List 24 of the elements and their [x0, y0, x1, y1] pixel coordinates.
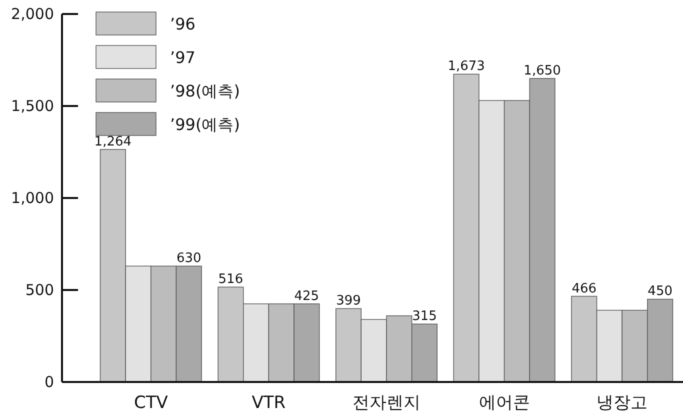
- x-tick-label: 전자렌지: [352, 393, 420, 413]
- data-label: 1,673: [448, 59, 485, 74]
- data-label: 630: [176, 251, 202, 266]
- legend-label: ’96: [170, 14, 196, 34]
- data-label: 1,650: [524, 63, 561, 78]
- y-tick-label: 500: [25, 281, 54, 299]
- data-label: 315: [412, 309, 437, 324]
- data-label: 516: [218, 272, 244, 288]
- x-tick-label: CTV: [134, 393, 168, 413]
- data-label: 466: [572, 281, 597, 296]
- data-label: 425: [294, 288, 320, 304]
- y-tick-label: 1,500: [11, 97, 54, 115]
- y-tick-label: 0: [44, 373, 54, 391]
- y-tick-label: 2,000: [11, 5, 54, 23]
- data-label: 399: [336, 294, 361, 309]
- y-tick-label: 1,000: [11, 189, 54, 207]
- x-tick-label: 냉장고: [596, 393, 648, 413]
- x-tick-label: VTR: [252, 393, 286, 413]
- data-label: 450: [648, 284, 673, 300]
- x-tick-label: 에어콘: [478, 393, 530, 413]
- legend-label: ’98(예측): [170, 82, 240, 100]
- legend-label: ’97: [170, 48, 196, 67]
- legend-label: ’99(예측): [170, 115, 240, 134]
- data-label: 1,264: [94, 134, 132, 150]
